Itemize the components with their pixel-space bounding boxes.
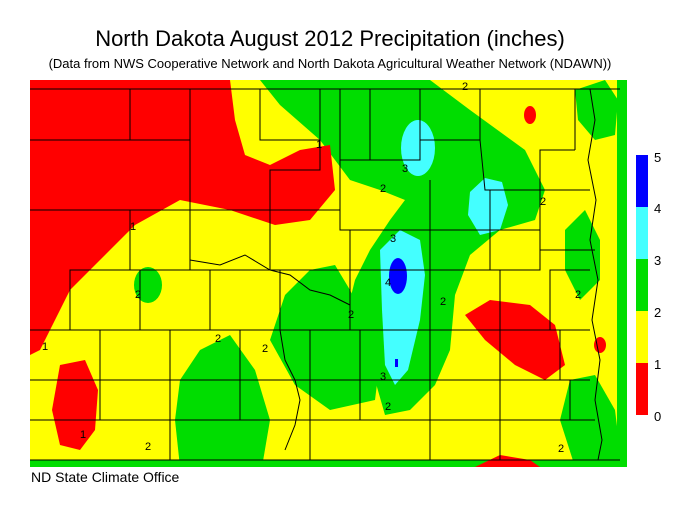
contour-label-1: 1 bbox=[130, 221, 136, 233]
contour-label-2: 2 bbox=[558, 443, 564, 455]
contour-label-2: 2 bbox=[440, 296, 446, 308]
contour-label-3: 3 bbox=[390, 233, 396, 245]
legend-tick-0: 0 bbox=[654, 409, 661, 424]
legend-bin-0-1 bbox=[636, 363, 648, 415]
green-area-southeast bbox=[560, 375, 622, 467]
contour-label-2: 2 bbox=[262, 343, 268, 355]
legend-bin-4-5 bbox=[636, 155, 648, 207]
green-area-northeast bbox=[575, 80, 618, 140]
green-area-southwest bbox=[175, 335, 270, 467]
legend-tick-4: 4 bbox=[654, 201, 661, 216]
blue-area-central bbox=[389, 258, 407, 294]
legend-tick-5: 5 bbox=[654, 150, 661, 165]
legend-bin-2-3 bbox=[636, 259, 648, 311]
contour-label-3: 3 bbox=[380, 371, 386, 383]
credit-text: ND State Climate Office bbox=[31, 469, 180, 485]
cyan-area-north bbox=[401, 120, 435, 176]
contour-label-2: 2 bbox=[380, 183, 386, 195]
red-area-east-small bbox=[594, 337, 606, 353]
legend-tick-3: 3 bbox=[654, 253, 661, 268]
legend-tick-2: 2 bbox=[654, 305, 661, 320]
cyan-area-northeast bbox=[468, 178, 508, 235]
map-title: North Dakota August 2012 Precipitation (… bbox=[95, 26, 565, 51]
blue-area-station bbox=[395, 359, 398, 367]
color-legend: 5 4 3 2 1 0 bbox=[636, 150, 661, 424]
precipitation-map: 1 1 1 1 2 2 2 2 2 2 2 2 2 2 2 2 3 3 3 4 bbox=[30, 80, 627, 467]
contour-label-3: 3 bbox=[402, 163, 408, 175]
green-edge-right bbox=[617, 80, 627, 467]
contour-label-2: 2 bbox=[348, 309, 354, 321]
contour-label-2: 2 bbox=[540, 196, 546, 208]
contour-label-2: 2 bbox=[215, 333, 221, 345]
red-area-south bbox=[475, 455, 540, 467]
map-subtitle: (Data from NWS Cooperative Network and N… bbox=[48, 56, 612, 71]
contour-label-2: 2 bbox=[575, 289, 581, 301]
red-area-northwest bbox=[30, 80, 335, 355]
red-area-northeast-small bbox=[524, 106, 536, 124]
green-area-west-small bbox=[134, 267, 162, 303]
green-area-west-central bbox=[270, 265, 380, 410]
contour-label-4: 4 bbox=[385, 277, 391, 289]
contour-label-1: 1 bbox=[42, 341, 48, 353]
red-area-southwest bbox=[52, 360, 98, 450]
green-edge-bottom bbox=[30, 460, 627, 467]
contour-label-2: 2 bbox=[462, 81, 468, 93]
contour-label-2: 2 bbox=[385, 401, 391, 413]
contour-label-2: 2 bbox=[145, 441, 151, 453]
legend-bin-1-2 bbox=[636, 311, 648, 363]
contour-label-1: 1 bbox=[80, 429, 86, 441]
contour-label-2: 2 bbox=[135, 289, 141, 301]
legend-tick-1: 1 bbox=[654, 357, 661, 372]
red-area-southeast bbox=[465, 300, 565, 380]
legend-bin-3-4 bbox=[636, 207, 648, 259]
contour-label-1: 1 bbox=[316, 139, 322, 151]
county-boundaries bbox=[30, 88, 620, 461]
